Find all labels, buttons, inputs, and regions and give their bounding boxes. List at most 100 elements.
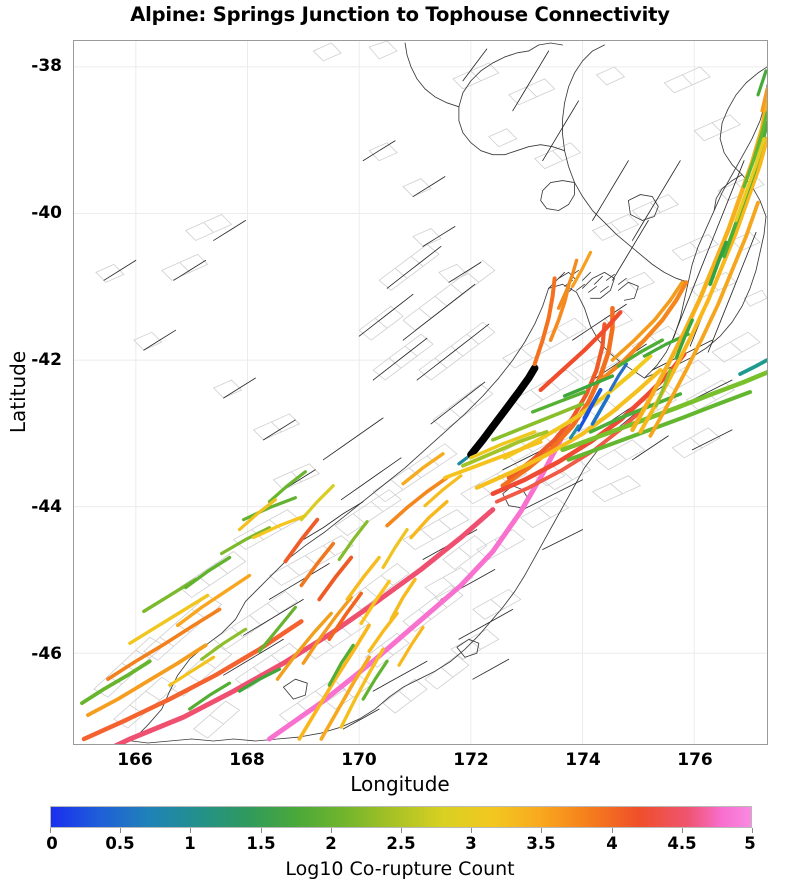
coloured-fault-traces: [80, 69, 767, 744]
trace-fiordland-14: [237, 667, 282, 693]
trace-canterbury-1: [385, 475, 449, 528]
trace-otago-4: [275, 611, 333, 681]
trace-nelson-1: [532, 276, 557, 367]
colorbar-tick: 2: [325, 834, 337, 853]
trace-ni-green-2: [708, 240, 728, 287]
x-tick: 166: [117, 750, 153, 770]
trace-fiordland-12: [241, 496, 297, 522]
y-tick: -42: [31, 350, 62, 370]
trace-otago-7: [327, 591, 363, 642]
trace-ni-yellow-1: [734, 137, 766, 223]
trace-fiordland-10: [219, 526, 272, 556]
trace-fiordland-9: [168, 655, 216, 687]
trace-green-marl-4: [562, 374, 615, 398]
trace-nelson-red: [538, 310, 623, 393]
y-tick-labels: -38 -40 -42 -44 -46: [0, 0, 68, 892]
trace-canterbury-3: [401, 452, 445, 486]
trace-otago-9: [299, 541, 336, 588]
trace-ni-green-top: [756, 69, 767, 97]
trace-otago-10: [283, 517, 320, 564]
fault-map: [80, 41, 767, 744]
colorbar-tick: 0.5: [105, 834, 135, 853]
colorbar-tick: 3.5: [526, 834, 556, 853]
trace-fiordland-2: [80, 659, 152, 706]
y-tick: -44: [31, 497, 62, 517]
trace-otago-19: [397, 625, 425, 667]
colorbar-tick: 2.5: [386, 834, 416, 853]
colorbar-tick: 3: [465, 834, 477, 853]
y-axis-label-host: Latitude: [6, 0, 30, 892]
trace-ni-green-4: [654, 368, 672, 408]
colorbar-tick: 4: [606, 834, 618, 853]
trace-east-teal: [738, 358, 767, 376]
trace-wellington-b: [566, 390, 753, 462]
trace-fiordland-3: [106, 607, 222, 681]
y-axis-label: Latitude: [6, 350, 30, 434]
trace-yellow-marl-1: [443, 439, 543, 480]
trace-yellow-marl-2: [469, 430, 537, 460]
trace-nelson-3: [556, 258, 579, 310]
trace-green-marl-1: [460, 429, 549, 468]
trace-otago-17: [389, 577, 417, 622]
trace-nelson-4: [570, 250, 593, 288]
y-tick: -40: [31, 203, 62, 223]
colorbar-tick: 1.5: [246, 834, 276, 853]
trace-otago-8: [317, 555, 354, 602]
trace-otago-2: [319, 655, 371, 741]
colorbar-tick: 0: [46, 834, 58, 853]
colorbar-gradient[interactable]: [50, 806, 752, 828]
x-axis-label: Longitude: [350, 772, 450, 796]
trace-teal-1: [568, 424, 581, 440]
trace-otago-20: [299, 484, 335, 522]
colorbar-tick: 5: [744, 834, 756, 853]
trace-hope: [490, 351, 687, 497]
x-tick: 172: [453, 750, 489, 770]
x-tick: 170: [341, 750, 377, 770]
trace-fiordland-7: [183, 555, 232, 590]
trace-otago-21: [267, 470, 307, 504]
trace-fiordland-6: [176, 573, 252, 628]
trace-alpine-main: [266, 421, 572, 742]
trace-otago-11: [345, 555, 381, 602]
y-tick: -38: [31, 56, 62, 76]
trace-otago-22: [237, 498, 278, 532]
trace-awatere-b: [518, 368, 639, 452]
trace-otago-16: [361, 659, 389, 701]
trace-ni-axial-2: [638, 136, 767, 434]
trace-green-marl-2: [490, 402, 585, 442]
trace-otago-6: [301, 595, 353, 665]
trace-canterbury-4: [423, 474, 463, 508]
trace-otago-18: [381, 528, 409, 570]
trace-green-kaik: [616, 338, 664, 368]
trace-needles: [610, 280, 685, 362]
secondary-fault-traces: [103, 48, 757, 730]
trace-otago-15: [327, 643, 355, 687]
trace-fiordland-13: [188, 681, 232, 711]
x-tick: 176: [677, 750, 713, 770]
trace-fiordland-4: [128, 593, 210, 645]
map-plot-area[interactable]: [73, 40, 768, 745]
colorbar-tick: 4.5: [667, 834, 697, 853]
trace-clarence: [474, 367, 663, 490]
x-tick: 174: [565, 750, 601, 770]
trace-fiordland-11: [251, 514, 307, 540]
trace-otago-1: [297, 623, 371, 741]
trace-ni-green-3: [674, 318, 694, 360]
trace-blue-2: [590, 394, 611, 426]
colorbar-tick: 1: [184, 834, 196, 853]
trace-teal-2: [457, 456, 469, 466]
trace-otago-12: [359, 579, 391, 626]
page-title: Alpine: Springs Junction to Tophouse Con…: [130, 3, 670, 26]
trace-wellington: [560, 369, 767, 453]
trace-blue-3: [576, 402, 595, 432]
x-tick: 168: [229, 750, 265, 770]
trace-fiordland-1: [86, 643, 208, 717]
trace-ni-axial-3: [648, 200, 760, 438]
colorbar-label: Log10 Co-rupture Count: [285, 858, 515, 880]
y-tick: -46: [31, 644, 62, 664]
trace-otago-3: [339, 647, 385, 729]
trace-blue-4: [608, 362, 629, 392]
trace-ni-orange-edge: [760, 87, 767, 113]
trace-canterbury-2: [409, 499, 449, 540]
trace-wairarapa-green: [588, 392, 683, 434]
